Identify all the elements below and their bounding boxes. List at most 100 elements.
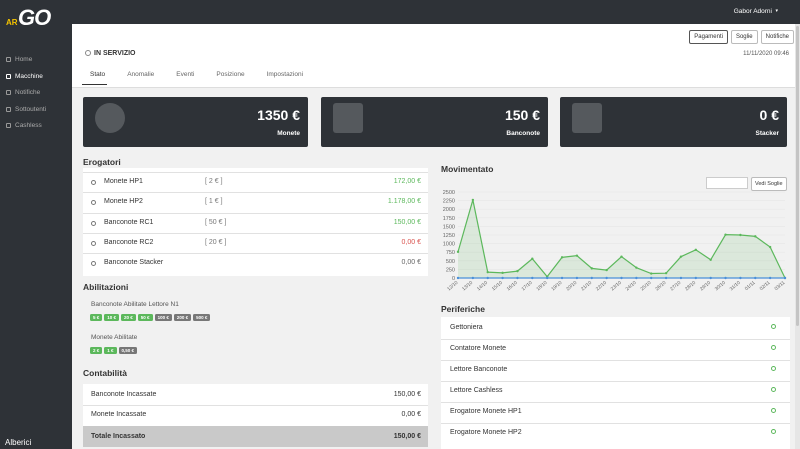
icon (91, 200, 96, 206)
badge: 0,50 € (118, 347, 138, 354)
point (620, 255, 623, 258)
badge: 1 € (104, 347, 117, 354)
row-line (83, 253, 428, 255)
point (605, 268, 608, 272)
point (501, 271, 504, 275)
area (458, 199, 785, 278)
section-title: Abilitazioni (83, 282, 129, 292)
icon (6, 57, 11, 62)
badge: 50 € (137, 314, 153, 321)
threshold-button[interactable]: Vedi Soglie (751, 177, 787, 191)
sidebar (0, 0, 72, 449)
row-line (83, 232, 428, 234)
datetime: 11/11/2020 09:46 (743, 51, 789, 57)
sidebar-item[interactable]: Sottoutenti (15, 105, 47, 113)
user-menu[interactable]: Gabor Adorni (733, 8, 772, 15)
y-tick-label: 250 (446, 267, 455, 273)
top-bar (0, 0, 800, 24)
point (724, 276, 727, 280)
sidebar-item[interactable]: Macchine (15, 72, 43, 80)
status-icon (85, 50, 91, 56)
total-label: Totale Incassato (91, 433, 146, 440)
header-button[interactable]: Soglie (730, 30, 758, 44)
card-label: Stacker (755, 130, 780, 137)
row-line (441, 423, 790, 424)
row-line (441, 339, 790, 340)
point (739, 276, 742, 280)
point (456, 250, 460, 254)
contabilita-label: Banconote Incassate (91, 391, 157, 398)
point (679, 276, 683, 280)
point (456, 276, 460, 280)
periferica-name: Gettoniera (450, 324, 483, 331)
row-line (441, 360, 790, 361)
badge: 200 € (173, 314, 192, 321)
point (724, 233, 727, 236)
x-tick-label: 03/11 (773, 280, 786, 292)
erogatore-denom: [ 2 € ] (205, 178, 223, 185)
row-line (441, 381, 790, 382)
tab[interactable]: Stato (82, 71, 108, 85)
point (560, 256, 564, 259)
erogatore-amount: 150,00 € (393, 218, 421, 226)
card-icon (572, 103, 602, 133)
header-button[interactable]: Notifiche (760, 30, 794, 44)
threshold-input[interactable] (706, 177, 748, 189)
icon (771, 387, 776, 392)
row-line (83, 405, 428, 406)
icon (6, 123, 11, 128)
point (590, 276, 593, 280)
y-tick-label: 0 (452, 276, 455, 282)
point (694, 248, 698, 251)
y-tick-label: 2250 (443, 199, 455, 205)
tab[interactable]: Anomalie (127, 71, 155, 78)
periferica-name: Contatore Monete (450, 345, 507, 352)
point (635, 276, 638, 280)
card-label: Monete (277, 130, 300, 137)
header-button[interactable]: Pagamenti (689, 30, 728, 44)
row-line (83, 192, 428, 194)
card-value: 1350 € (257, 107, 300, 123)
contabilita-label: Monete Incassate (91, 411, 147, 418)
chart-title: Movimentato (441, 164, 494, 174)
erogatore-denom: [ 50 € ] (205, 218, 227, 226)
x-tick-label: 31/10 (729, 280, 742, 293)
chart: 0250500750100012501500175020002250250012… (443, 190, 787, 293)
total-value: 150,00 € (393, 433, 421, 440)
point (754, 235, 757, 238)
point (768, 245, 772, 249)
status: IN SERVIZIO (94, 50, 136, 57)
icon (91, 180, 96, 185)
section-title: Erogatori (83, 157, 121, 167)
scroll-thumb[interactable] (796, 26, 799, 326)
tab[interactable]: Posizione (216, 71, 245, 78)
tab[interactable]: Impostazioni (266, 71, 304, 78)
erogatore-denom: [ 1 € ] (205, 198, 223, 206)
point (620, 276, 623, 280)
sidebar-item[interactable]: Home (15, 56, 33, 63)
point (471, 276, 475, 280)
tab-line (72, 87, 795, 88)
sidebar-item[interactable]: Cashless (15, 122, 42, 129)
erogatore-name: Banconote RC1 (104, 218, 154, 226)
logo-main: GO (18, 5, 51, 30)
card-label: Banconote (506, 130, 540, 137)
periferica-name: Lettore Cashless (450, 387, 503, 394)
point (605, 276, 608, 280)
point (531, 257, 534, 260)
x-tick-label: 26/10 (654, 280, 667, 293)
point (471, 198, 475, 202)
x-tick-label: 25/10 (639, 280, 652, 293)
tab[interactable]: Eventi (176, 71, 195, 78)
row-line (441, 402, 790, 403)
total-row (83, 426, 428, 447)
x-tick-label: 30/10 (714, 280, 727, 293)
point (545, 276, 549, 280)
erogatore-amount: 172,00 € (393, 178, 421, 185)
sidebar-item[interactable]: Notifiche (15, 89, 41, 96)
x-tick-label: 22/10 (595, 280, 608, 293)
badge: 5 € (90, 314, 103, 321)
y-tick-label: 1750 (443, 216, 455, 222)
point (575, 276, 579, 280)
